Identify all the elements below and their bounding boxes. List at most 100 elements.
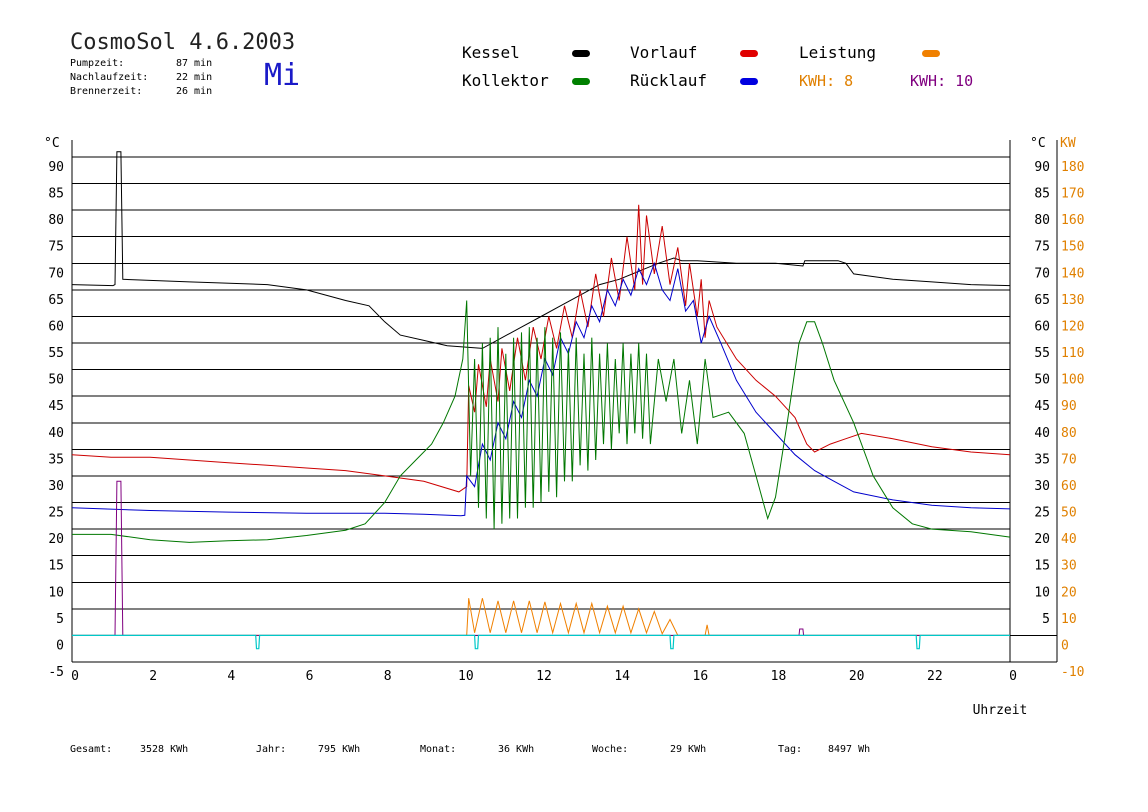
legend-label: Leistung — [799, 43, 877, 62]
legend-swatch — [572, 78, 590, 85]
legend-label: Rücklauf — [630, 71, 708, 90]
kw-axis-unit: KW — [1060, 136, 1076, 151]
kw-tick-label: -10 — [1061, 665, 1084, 680]
y-tick-label: 70 — [48, 266, 64, 281]
kw-tick-label: 20 — [1061, 585, 1077, 600]
total-value: 795 KWh — [318, 744, 361, 755]
series-line-pumpe — [72, 480, 1010, 636]
x-axis-label: Uhrzeit — [973, 703, 1028, 718]
y-tick-label-right: 40 — [1034, 426, 1050, 441]
legend-swatch — [740, 78, 758, 85]
y-tick-label: 25 — [48, 506, 64, 521]
kw-tick-label: 50 — [1061, 506, 1077, 521]
kw-tick-label: 30 — [1061, 559, 1077, 574]
y-tick-label: -5 — [48, 665, 64, 680]
chart-series — [71, 151, 1011, 650]
app-title: CosmoSol 4.6.2003 — [70, 30, 296, 55]
legend-swatch — [572, 50, 590, 57]
y-tick-label-right: 5 — [1042, 612, 1050, 627]
y-tick-label-right: 75 — [1034, 240, 1050, 255]
x-tick-label: 0 — [1009, 669, 1017, 684]
legend-swatch — [922, 50, 940, 57]
x-tick-label: 6 — [306, 669, 314, 684]
legend-label: Kollektor — [462, 71, 549, 90]
kwh-value-purple: KWH: 10 — [910, 72, 974, 90]
y-tick-label: 50 — [48, 373, 64, 388]
total-value: 36 KWh — [498, 744, 535, 755]
kw-tick-label: 70 — [1061, 452, 1077, 467]
kw-tick-label: 160 — [1061, 213, 1084, 228]
stat-label: Brennerzeit: — [70, 86, 143, 97]
y-tick-label-right: 35 — [1034, 452, 1050, 467]
stat-value: 22 min — [176, 72, 213, 83]
x-tick-label: 20 — [849, 669, 865, 684]
total-label: Tag: — [778, 744, 803, 755]
kw-tick-label: 80 — [1061, 426, 1077, 441]
y-tick-label-right: 25 — [1034, 506, 1050, 521]
y-tick-label-right: 90 — [1034, 160, 1050, 175]
y-tick-label-right: 80 — [1034, 213, 1050, 228]
series-line-vorlauf — [71, 204, 1011, 493]
x-tick-label: 4 — [227, 669, 235, 684]
y-tick-label: 55 — [48, 346, 64, 361]
series-line-kessel — [71, 151, 1011, 349]
series-line-rcklauf — [71, 261, 1011, 517]
y-tick-label: 0 — [56, 638, 64, 653]
y-tick-label-right: 30 — [1034, 479, 1050, 494]
legend-label: Vorlauf — [630, 43, 698, 62]
stat-value: 87 min — [176, 58, 213, 69]
kw-tick-label: 10 — [1061, 612, 1077, 627]
y-tick-label: 35 — [48, 452, 64, 467]
y-tick-label-right: 45 — [1034, 399, 1050, 414]
y-axis-unit-right: °C — [1030, 136, 1046, 151]
kw-tick-label: 0 — [1061, 638, 1069, 653]
total-label: Monat: — [420, 744, 457, 755]
y-tick-label: 90 — [48, 160, 64, 175]
kw-tick-label: 170 — [1061, 187, 1084, 202]
total-value: 3528 KWh — [140, 744, 189, 755]
x-tick-label: 12 — [536, 669, 552, 684]
chart-axes — [71, 140, 1058, 663]
total-value: 8497 Wh — [828, 744, 871, 755]
kw-tick-label: 60 — [1061, 479, 1077, 494]
kw-tick-label: 90 — [1061, 399, 1077, 414]
y-tick-label: 45 — [48, 399, 64, 414]
stat-label: Pumpzeit: — [70, 58, 125, 69]
stat-label: Nachlaufzeit: — [70, 72, 149, 83]
y-tick-label: 75 — [48, 240, 64, 255]
y-tick-label: 5 — [56, 612, 64, 627]
y-tick-label: 10 — [48, 585, 64, 600]
kw-tick-label: 100 — [1061, 373, 1084, 388]
y-tick-label: 30 — [48, 479, 64, 494]
y-tick-label-right: 60 — [1034, 319, 1050, 334]
x-tick-label: 0 — [71, 669, 79, 684]
x-tick-label: 10 — [458, 669, 474, 684]
y-tick-label-right: 50 — [1034, 373, 1050, 388]
kw-tick-label: 140 — [1061, 266, 1084, 281]
y-tick-label: 60 — [48, 319, 64, 334]
y-tick-label: 20 — [48, 532, 64, 547]
y-tick-label-right: 85 — [1034, 187, 1050, 202]
series-line-kollektor — [72, 300, 1011, 543]
kw-tick-label: 180 — [1061, 160, 1084, 175]
total-label: Woche: — [592, 744, 629, 755]
y-tick-label-right: 55 — [1034, 346, 1050, 361]
kwh-value-orange: KWH: 8 — [799, 72, 854, 90]
stat-value: 26 min — [176, 86, 213, 97]
y-tick-label: 85 — [48, 187, 64, 202]
kw-tick-label: 130 — [1061, 293, 1084, 308]
chart-labels: °C °C KW-505101520253035404550556065707580… — [44, 136, 1084, 718]
x-tick-label: 8 — [384, 669, 392, 684]
series-line-status — [72, 634, 1010, 650]
x-tick-label: 16 — [693, 669, 709, 684]
total-label: Gesamt: — [70, 744, 113, 755]
total-label: Jahr: — [256, 744, 287, 755]
total-value: 29 KWh — [670, 744, 707, 755]
kw-tick-label: 40 — [1061, 532, 1077, 547]
kw-tick-label: 110 — [1061, 346, 1084, 361]
y-tick-label: 65 — [48, 293, 64, 308]
x-tick-label: 14 — [614, 669, 630, 684]
y-tick-label: 40 — [48, 426, 64, 441]
y-axis-unit-left: °C — [44, 136, 60, 151]
y-tick-label: 80 — [48, 213, 64, 228]
